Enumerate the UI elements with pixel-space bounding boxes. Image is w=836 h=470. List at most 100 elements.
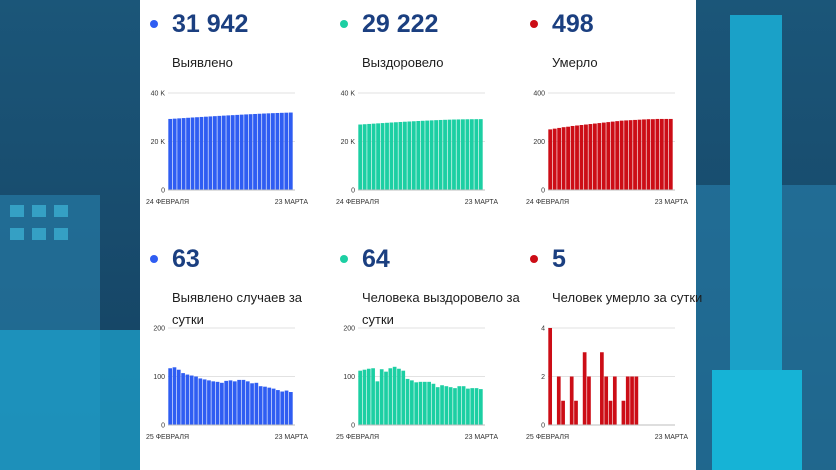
- bar: [587, 376, 591, 425]
- bar: [448, 387, 453, 425]
- bar: [465, 119, 470, 190]
- bar: [453, 388, 457, 425]
- bar: [621, 400, 626, 425]
- bar: [362, 369, 367, 425]
- bar: [556, 376, 561, 425]
- bar: [478, 119, 483, 190]
- y-tick-label: 4: [541, 326, 545, 333]
- stat-value: 64: [362, 245, 390, 273]
- bar: [606, 122, 611, 190]
- bar: [263, 386, 267, 425]
- bar: [604, 376, 609, 425]
- bar: [168, 368, 173, 425]
- bar: [634, 376, 639, 425]
- bar: [245, 381, 250, 425]
- bullet-dot: [150, 20, 158, 28]
- bar: [176, 369, 181, 425]
- bar: [384, 371, 388, 425]
- y-tick-label: 200: [153, 326, 165, 333]
- bar: [655, 118, 660, 190]
- stat-value: 5: [552, 245, 566, 273]
- bar: [628, 120, 633, 190]
- stat-value: 31 942: [172, 10, 249, 38]
- bar: [366, 368, 371, 425]
- bar: [228, 380, 233, 425]
- bar: [376, 123, 381, 190]
- bar: [254, 382, 259, 425]
- y-tick-label: 100: [153, 374, 165, 381]
- x-tick-label-start: 25 ФЕВРАЛЯ: [526, 434, 569, 441]
- bar: [215, 381, 220, 425]
- x-tick-label-start: 24 ФЕВРАЛЯ: [526, 199, 569, 206]
- bullet-dot: [340, 255, 348, 263]
- bar: [288, 392, 293, 425]
- bar: [392, 366, 397, 425]
- bar: [275, 112, 280, 190]
- stat-label: Человека выздоровело за сутки: [362, 290, 520, 327]
- chart-recovered: 0 20 K 40 K 24 ФЕВРАЛЯ 23 МАРТА: [336, 91, 498, 207]
- y-tick-label: 0: [541, 423, 545, 430]
- y-tick-label: 2: [541, 374, 545, 381]
- stat-label: Выздоровело: [362, 55, 444, 70]
- bar: [194, 376, 198, 425]
- bar: [438, 119, 443, 190]
- bar: [248, 114, 253, 190]
- card-detected-daily: 63 Выявлено случаев за сутки 0 100 200 25 Ф…: [140, 235, 325, 470]
- bar: [416, 121, 421, 190]
- stats-panel: 31 942 Выявлено 0 20 K 40 K 24 ФЕВРАЛЯ 23 МА…: [140, 0, 702, 470]
- bar: [397, 368, 401, 425]
- bar: [232, 381, 237, 425]
- bar: [575, 125, 579, 190]
- bar: [235, 114, 240, 190]
- bullet-dot: [340, 20, 348, 28]
- bar: [460, 119, 465, 190]
- bar: [440, 385, 444, 425]
- bar: [552, 128, 557, 190]
- y-tick-label: 0: [351, 423, 355, 430]
- bar: [358, 124, 363, 190]
- bar: [262, 113, 266, 190]
- chart-died: 0 200 400 24 ФЕВРАЛЯ 23 МАРТА: [526, 91, 688, 207]
- bar: [362, 124, 367, 190]
- bar: [237, 379, 241, 425]
- bar: [469, 119, 474, 190]
- bar: [398, 121, 403, 190]
- bar: [478, 389, 483, 425]
- bar: [190, 117, 195, 190]
- bar: [427, 381, 431, 425]
- bar: [279, 112, 284, 190]
- bar: [561, 400, 565, 425]
- bar: [168, 118, 173, 190]
- chart-detected-daily: 0 100 200 25 ФЕВРАЛЯ 23 МАРТА: [146, 326, 308, 442]
- chart-detected: 0 20 K 40 K 24 ФЕВРАЛЯ 23 МАРТА: [146, 91, 308, 207]
- bar: [619, 120, 624, 190]
- bar: [198, 378, 203, 425]
- bar: [612, 376, 617, 425]
- bar: [371, 123, 376, 190]
- bar: [199, 116, 204, 190]
- bar: [582, 352, 587, 425]
- y-tick-label: 400: [533, 91, 545, 98]
- bar: [574, 400, 578, 425]
- bar: [202, 379, 207, 425]
- bar: [401, 370, 406, 425]
- bar: [444, 386, 449, 425]
- card-died: 498 Умерло 0 200 400 24 ФЕВРАЛЯ 23 МАРТА: [520, 0, 705, 235]
- bar: [181, 373, 185, 425]
- bar: [405, 378, 410, 425]
- bar: [226, 115, 231, 190]
- card-detected: 31 942 Выявлено 0 20 K 40 K 24 ФЕВРАЛЯ 23 МА…: [140, 0, 325, 235]
- bar: [588, 124, 593, 190]
- bar: [474, 388, 479, 425]
- bar: [557, 127, 562, 190]
- bar: [457, 386, 462, 425]
- bar: [181, 118, 186, 190]
- bar: [411, 121, 416, 190]
- x-tick-label-start: 25 ФЕВРАЛЯ: [336, 434, 379, 441]
- stat-label: Выявлено: [172, 55, 233, 70]
- bar: [579, 125, 584, 190]
- bar: [422, 381, 427, 425]
- stat-label: Выявлено случаев за сутки: [172, 290, 303, 327]
- bar: [402, 121, 407, 190]
- bar: [186, 117, 191, 190]
